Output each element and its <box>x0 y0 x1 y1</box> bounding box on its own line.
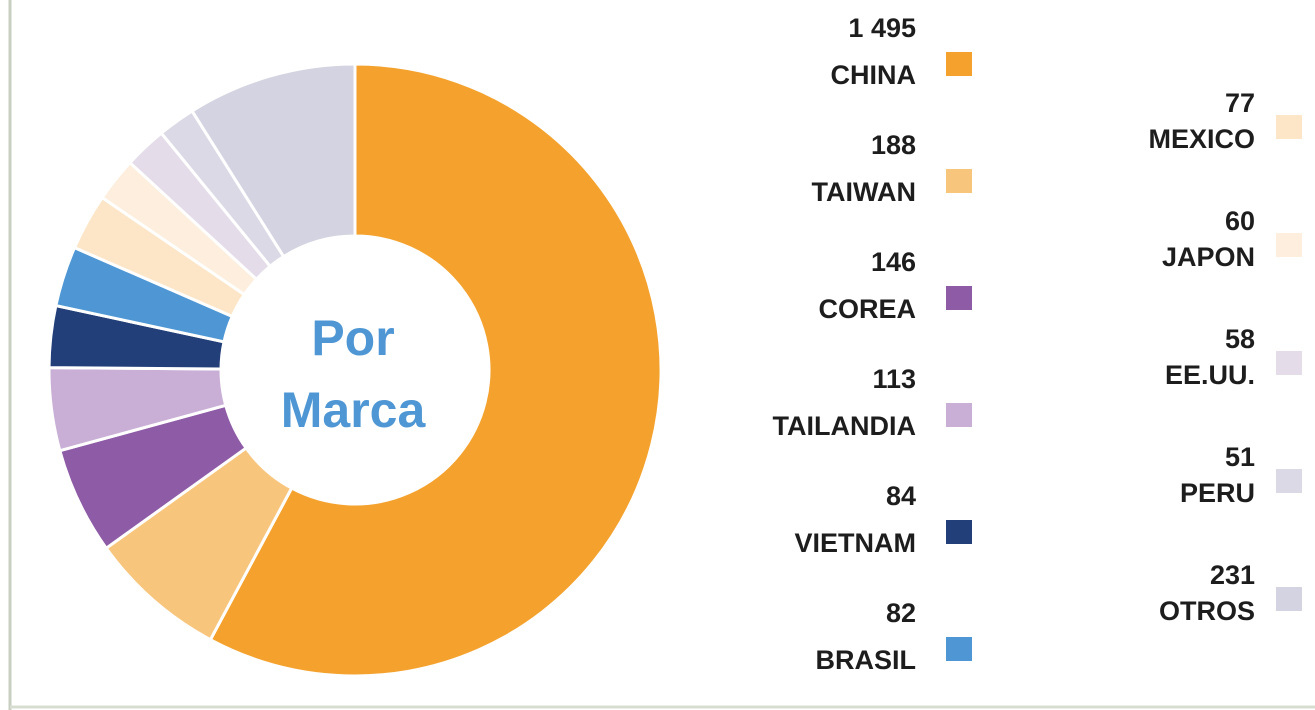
legend-label: JAPON <box>1162 242 1255 272</box>
legend-swatch <box>1276 587 1302 611</box>
legend-label: EE.UU. <box>1165 360 1255 390</box>
legend-swatch <box>946 286 972 310</box>
legend-swatch <box>946 403 972 427</box>
legend-label: TAILANDIA <box>773 411 916 441</box>
legend-label: BRASIL <box>816 645 917 675</box>
legend-value: 77 <box>1225 88 1255 118</box>
legend-label: PERU <box>1180 478 1255 508</box>
donut <box>47 62 663 678</box>
legend-swatch <box>946 52 972 76</box>
legend-value: 146 <box>871 247 916 277</box>
legend-value: 113 <box>872 364 916 394</box>
legend-swatch <box>946 637 972 661</box>
legend-value: 188 <box>871 130 916 160</box>
legend-value: 51 <box>1225 442 1255 472</box>
legend-label: OTROS <box>1159 596 1255 626</box>
slice <box>208 62 663 678</box>
legend-label: MEXICO <box>1148 124 1255 154</box>
slice <box>190 62 357 259</box>
legend-swatch <box>1276 351 1302 375</box>
legend-value: 82 <box>886 598 916 628</box>
legend-value: 60 <box>1225 206 1255 236</box>
legend-label: TAIWAN <box>812 177 916 207</box>
legend-value: 58 <box>1225 324 1255 354</box>
center-label: Por <box>311 310 394 366</box>
center-label: Marca <box>281 382 427 438</box>
legend-label: COREA <box>818 294 916 324</box>
legend-swatch <box>1276 233 1302 257</box>
legend-label: VIETNAM <box>795 528 917 558</box>
legend-swatch <box>946 520 972 544</box>
legend-swatch <box>946 169 972 193</box>
legend-value: 84 <box>886 481 916 511</box>
legend-label: CHINA <box>831 60 917 90</box>
legend-swatch <box>1276 115 1302 139</box>
legend-swatch <box>1276 469 1302 493</box>
legend-value: 231 <box>1210 560 1255 590</box>
legend-value: 1 495 <box>848 13 916 43</box>
